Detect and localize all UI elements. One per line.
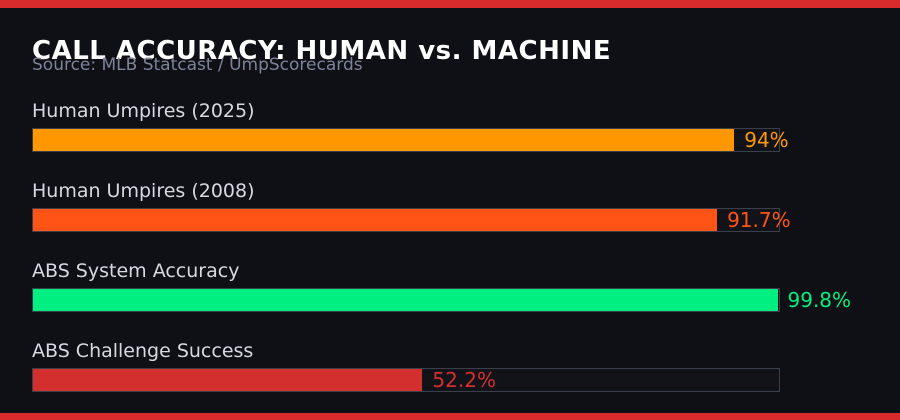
- bar-label: Human Umpires (2008): [32, 180, 255, 202]
- bar-label: ABS System Accuracy: [32, 260, 240, 282]
- bar-fill: [33, 289, 778, 311]
- bar-row-human-2025: Human Umpires (2025) 94%: [32, 98, 789, 152]
- bar-track: 91.7%: [32, 208, 791, 232]
- chart-title: CALL ACCURACY: HUMAN vs. MACHINE: [32, 36, 612, 67]
- bar-track: 94%: [32, 128, 789, 152]
- bar-track: 99.8%: [32, 288, 851, 312]
- bar-label: Human Umpires (2025): [32, 100, 255, 122]
- bar-value: 94%: [744, 128, 789, 152]
- bar-fill: [33, 369, 423, 391]
- top-accent-strip: [0, 0, 900, 8]
- bar-label: ABS Challenge Success: [32, 340, 254, 362]
- bar-row-abs-system: ABS System Accuracy 99.8%: [32, 258, 851, 312]
- bar-value: 52.2%: [432, 368, 496, 392]
- bottom-accent-strip: [0, 413, 900, 420]
- bar-fill: [33, 209, 718, 231]
- chart-source: Source: MLB Statcast / UmpScorecards: [32, 55, 363, 75]
- bar-value: 91.7%: [727, 208, 791, 232]
- bar-row-abs-challenge: ABS Challenge Success 52.2%: [32, 338, 780, 392]
- bar-row-human-2008: Human Umpires (2008) 91.7%: [32, 178, 791, 232]
- bar-value: 99.8%: [787, 288, 852, 312]
- bar-track: 52.2%: [32, 368, 780, 392]
- bar-fill: [33, 129, 735, 151]
